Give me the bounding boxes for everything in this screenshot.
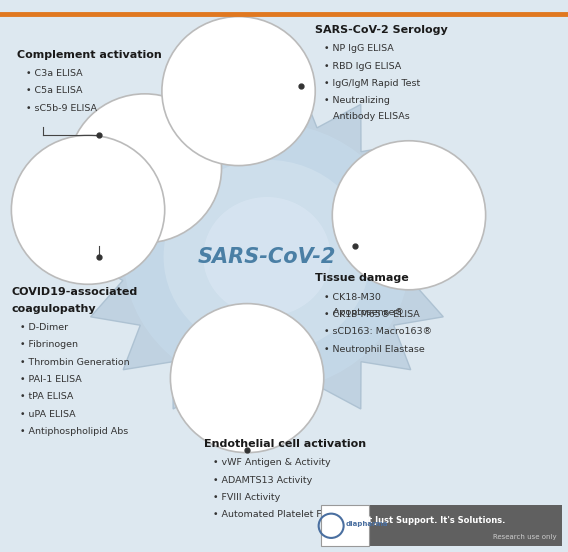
- Text: Complement activation: Complement activation: [17, 50, 162, 60]
- Text: • Fibrinogen: • Fibrinogen: [20, 340, 78, 349]
- Text: • C3a ELISA: • C3a ELISA: [26, 69, 82, 78]
- Circle shape: [332, 141, 486, 290]
- Text: • CK18-M30: • CK18-M30: [324, 293, 381, 301]
- Text: • C5a ELISA: • C5a ELISA: [26, 86, 82, 95]
- Text: Tissue damage: Tissue damage: [315, 273, 409, 283]
- Text: • Automated Platelet Function Testing: • Automated Platelet Function Testing: [213, 510, 393, 519]
- Text: • FVIII Activity: • FVIII Activity: [213, 493, 280, 502]
- Text: • sCD163: Macro163®: • sCD163: Macro163®: [324, 327, 432, 336]
- Ellipse shape: [164, 160, 370, 354]
- FancyBboxPatch shape: [332, 505, 562, 546]
- Text: coagulopathy: coagulopathy: [11, 304, 96, 314]
- Text: Apoptosense®: Apoptosense®: [324, 308, 404, 317]
- Text: • Antiphospholipid Abs: • Antiphospholipid Abs: [20, 427, 128, 436]
- Text: SARS-CoV-2 Serology: SARS-CoV-2 Serology: [315, 25, 448, 35]
- Ellipse shape: [124, 123, 410, 391]
- Text: COVID19-associated: COVID19-associated: [11, 287, 137, 297]
- Circle shape: [162, 17, 315, 166]
- Text: • CK18-M65® ELISA: • CK18-M65® ELISA: [324, 310, 420, 319]
- Circle shape: [68, 94, 222, 243]
- Text: • D-Dimer: • D-Dimer: [20, 323, 68, 332]
- Circle shape: [170, 304, 324, 453]
- Text: • RBD IgG ELISA: • RBD IgG ELISA: [324, 62, 401, 71]
- Text: • PAI-1 ELISA: • PAI-1 ELISA: [20, 375, 82, 384]
- Text: • Thrombin Generation: • Thrombin Generation: [20, 358, 130, 367]
- Ellipse shape: [203, 197, 331, 316]
- Text: • IgG/IgM Rapid Test: • IgG/IgM Rapid Test: [324, 79, 420, 88]
- Text: diapharma: diapharma: [346, 521, 389, 527]
- Text: • Neutralizing: • Neutralizing: [324, 97, 390, 105]
- Text: • vWF Antigen & Activity: • vWF Antigen & Activity: [213, 458, 331, 467]
- Text: • uPA ELISA: • uPA ELISA: [20, 410, 76, 419]
- Text: • Neutrophil Elastase: • Neutrophil Elastase: [324, 344, 424, 354]
- Text: It's Not Just Support. It's Solutions.: It's Not Just Support. It's Solutions.: [338, 516, 506, 526]
- Text: • ADAMTS13 Activity: • ADAMTS13 Activity: [213, 475, 312, 485]
- Text: Endothelial cell activation: Endothelial cell activation: [204, 439, 366, 449]
- Text: Research use only: Research use only: [493, 534, 557, 540]
- Circle shape: [11, 135, 165, 284]
- Polygon shape: [80, 83, 454, 430]
- Text: • NP IgG ELISA: • NP IgG ELISA: [324, 44, 394, 53]
- Text: SARS-CoV-2: SARS-CoV-2: [198, 247, 336, 267]
- Text: • tPA ELISA: • tPA ELISA: [20, 392, 73, 401]
- Text: • sC5b-9 ELISA: • sC5b-9 ELISA: [26, 104, 97, 113]
- Text: Antibody ELISAs: Antibody ELISAs: [324, 112, 410, 121]
- FancyBboxPatch shape: [321, 505, 369, 546]
